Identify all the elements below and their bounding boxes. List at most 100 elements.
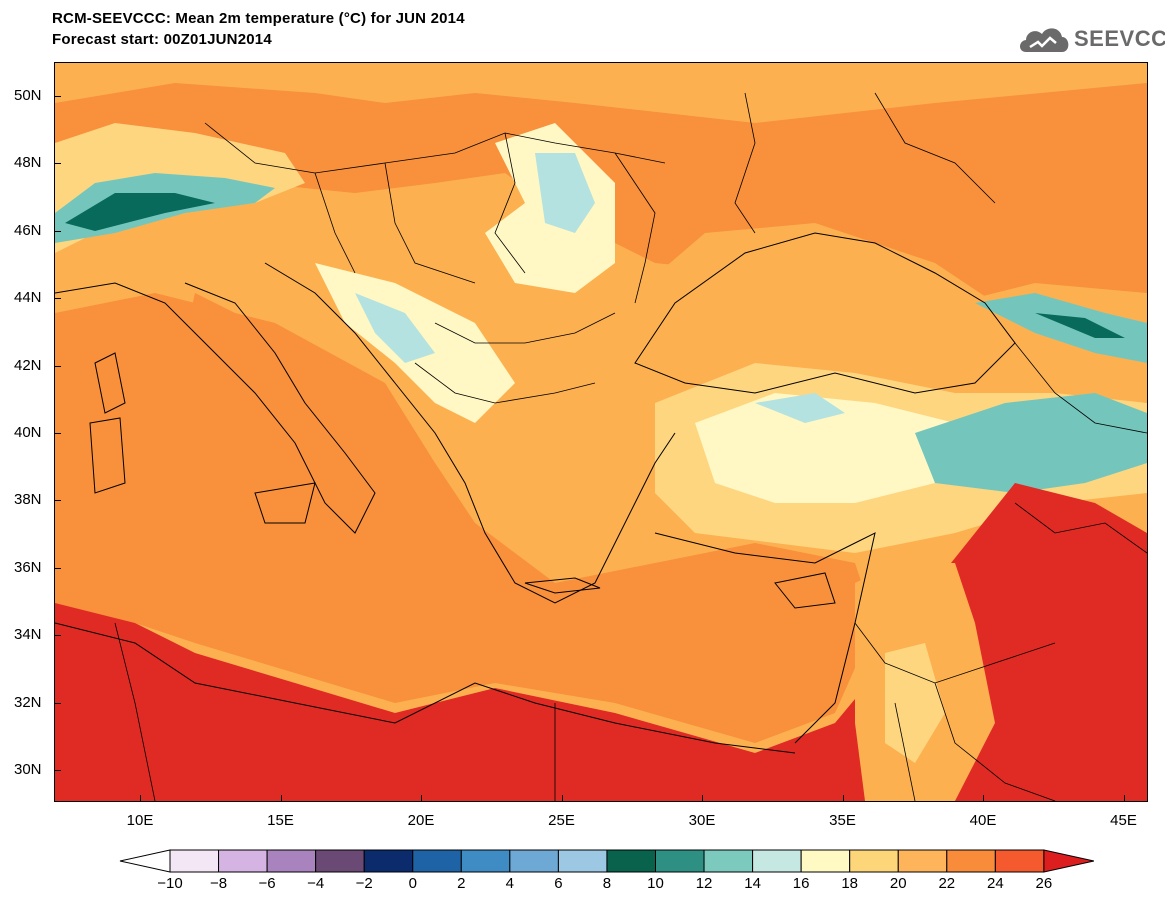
colorbar-tick-label: −10 [157,875,183,892]
border-2 [384,162,476,284]
map-title: RCM-SEEVCCC: Mean 2m temperature (°C) fo… [52,10,465,27]
colorbar-tick-label: 8 [602,875,612,892]
colorbar-tick-label: −4 [307,875,325,892]
colorbar-tick-label: −8 [209,875,228,892]
africa-coast [55,622,796,754]
field-levant-cool [885,643,945,763]
colorbar-swatch [169,849,220,873]
lat-tick [54,433,61,434]
colorbar-tick-label: 26 [1035,875,1053,892]
colorbar-swatch [800,849,851,873]
lat-tick-label: 38N [14,491,42,509]
temperature-map [54,62,1148,802]
colorbar-tick-label: 14 [744,875,761,892]
colorbar [119,849,1095,873]
lon-tick [140,795,141,802]
lon-tick-label: 40E [969,812,997,829]
lat-tick-label: 50N [14,87,42,104]
colorbar-tick-label: 16 [792,875,810,892]
colorbar-tick-label: 6 [554,875,563,892]
colorbar-tick-label: 0 [408,875,417,892]
field-anatolia-pale [695,393,955,503]
field-black-sea [635,223,1015,383]
field-caucasus-dark [1035,313,1125,338]
cloud-icon [1020,28,1069,52]
seevccc-logo: SEEVCCC [1016,22,1165,58]
colorbar-swatch [218,849,268,873]
field-carpathian-cyan [535,153,595,233]
lon-tick [280,795,282,802]
colorbar-swatch [655,849,705,873]
temperature-field [55,63,1147,801]
colorbar-tick-label: 18 [841,875,859,892]
border-4 [614,152,656,304]
border-12 [934,682,1056,801]
colorbar-swatch [897,849,948,873]
lat-tick-label: 42N [14,356,42,374]
lat-tick [54,365,61,367]
border-central-europe [204,122,666,174]
italy-coast [55,282,376,534]
border-7 [734,92,756,234]
lat-tick [54,702,61,704]
colorbar-swatch [412,849,462,873]
border-10 [1014,502,1147,554]
lon-tick-label: 30E [688,812,716,829]
lat-tick-label: 48N [14,154,42,172]
corsica-coast [94,352,126,414]
colorbar-swatch [315,849,365,873]
border-1 [314,172,356,274]
colorbar-swatch [266,849,317,873]
lon-tick [983,795,984,802]
colorbar-swatch [849,849,899,873]
colorbar-swatch [946,849,996,873]
lon-tick [702,795,703,802]
colorbar-tick-label: −2 [355,875,373,892]
lat-tick [54,635,61,637]
forecast-start-label: Forecast start: 00Z01JUN2014 [52,31,272,48]
sardinia-coast [89,417,126,494]
colorbar-tick-label: 12 [695,875,713,892]
lat-tick-label: 32N [14,693,42,711]
lon-tick-label: 20E [407,812,435,829]
lat-tick-label: 44N [14,289,42,307]
border-6 [414,362,596,404]
border-9 [1014,342,1147,434]
lat-tick [54,163,61,165]
lat-tick-label: 36N [14,558,42,576]
lat-tick [54,567,61,569]
lon-tick [421,795,422,802]
cyprus-coast [774,572,836,609]
field-adriatic [175,293,395,533]
field-balkan-cyan [355,293,435,363]
lat-tick-label: 34N [14,626,42,644]
field-alps-dark [65,193,215,231]
lon-tick-label: 25E [548,812,575,829]
border-5 [434,312,616,344]
colorbar-tick-label: 22 [938,875,956,892]
field-caucasus-teal [975,293,1147,363]
black-sea-coast [634,232,1016,394]
border-3 [494,132,526,274]
colorbar-swatch [509,849,559,873]
lat-tick [54,298,61,300]
country-borders [114,92,1147,801]
lat-tick [54,770,61,771]
lon-tick-label: 45E [1110,812,1137,829]
colorbar-swatch [606,849,657,873]
border-15 [894,702,916,801]
logo-text: SEEVCCC [1074,26,1165,51]
colorbar-swatch [994,849,1045,873]
lat-tick [54,96,61,97]
colorbar-tick-label: −6 [258,875,276,892]
field-anatolia-cyan [755,393,845,423]
colorbar-tick-label: 4 [505,875,515,892]
colorbar-swatch [460,849,511,873]
coastlines [55,232,1016,754]
lat-tick [54,500,61,502]
colorbar-tick-label: 10 [647,875,664,892]
colorbar-swatch [557,849,608,873]
colorbar-swatch [363,849,414,873]
lon-tick-label: 10E [126,812,154,829]
lon-tick [842,795,844,802]
